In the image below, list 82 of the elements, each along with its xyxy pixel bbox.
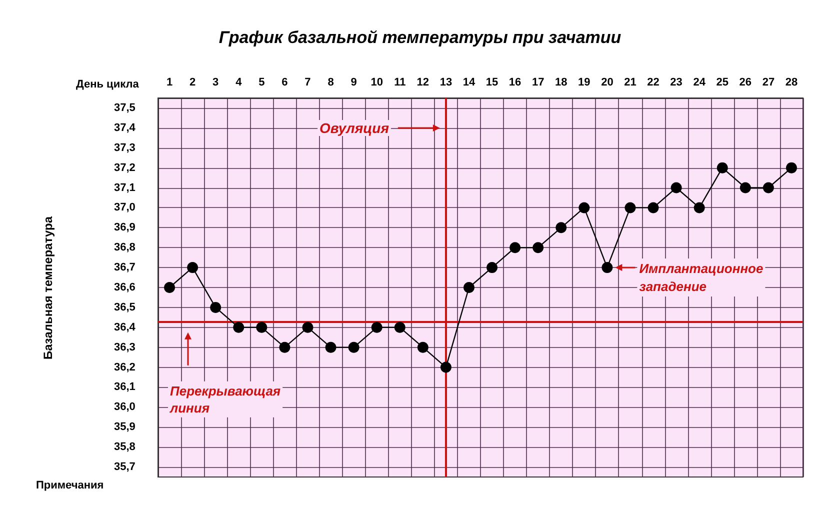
y-tick-label: 37,2 [114, 162, 136, 174]
point [602, 262, 613, 274]
point [394, 322, 406, 333]
x-tick-label: 13 [440, 76, 452, 88]
y-tick-label: 36,3 [114, 341, 136, 354]
y-tick-label: 36,8 [114, 242, 136, 254]
y-tick-label: 35,8 [114, 441, 136, 454]
y-tick-label: 36,4 [114, 321, 136, 334]
point [440, 362, 452, 373]
x-tick-label: 20 [601, 76, 614, 88]
x-tick-label: 10 [370, 76, 383, 88]
point [532, 242, 544, 254]
x-tick-label: 5 [258, 76, 265, 88]
x-tick-label: 16 [508, 76, 522, 88]
point [463, 282, 474, 293]
point [578, 202, 590, 214]
y-axis-title: Базальная температура [41, 216, 55, 360]
point [164, 282, 176, 293]
ref-line-label: Овуляция [320, 120, 389, 136]
y-tick-label: 36,5 [114, 301, 136, 314]
text: Примечания [36, 480, 104, 492]
x-tick-label: 15 [486, 76, 498, 88]
point [786, 162, 797, 174]
point [648, 202, 659, 214]
point [302, 322, 314, 333]
y-tick-label: 36,1 [114, 381, 136, 394]
y-tick-label: 37,1 [114, 182, 136, 194]
x-tick-label: 23 [670, 76, 682, 88]
point [740, 182, 751, 194]
x-tick-label: 7 [304, 76, 311, 88]
point [556, 222, 567, 234]
point [371, 322, 382, 333]
y-tick-label: 37,5 [114, 102, 136, 114]
y-tick-label: 36,2 [114, 361, 136, 374]
ref-line-label: Перекрывающая линия [169, 383, 281, 416]
x-tick-label: 21 [624, 76, 636, 88]
y-tick-label: 37,0 [114, 202, 136, 214]
x-tick-label: 22 [647, 76, 660, 88]
x-tick-label: 4 [236, 76, 243, 88]
y-tick-label: 37,4 [114, 122, 136, 134]
x-tick-label: 24 [693, 76, 706, 88]
y-tick-label: 36,9 [114, 222, 136, 234]
x-tick-label: 18 [555, 76, 568, 88]
y-tick-label: 36,0 [114, 401, 136, 414]
x-tick-label: 12 [416, 76, 430, 88]
x-tick-label: 25 [716, 76, 728, 88]
y-tick-label: 37,3 [114, 142, 136, 154]
annotation: Имплантационное западение [639, 261, 764, 294]
x-tick-label: 11 [394, 76, 406, 88]
x-tick-label: 9 [350, 76, 357, 88]
point [210, 302, 222, 313]
x-tick-label: 3 [212, 76, 219, 88]
x-tick-label: 14 [462, 76, 476, 88]
x-tick-label: 8 [328, 76, 334, 88]
x-tick-label: 17 [532, 76, 544, 88]
y-tick-label: 36,6 [114, 282, 136, 294]
point [187, 262, 198, 274]
point [256, 322, 268, 333]
point [510, 242, 521, 254]
point [670, 182, 682, 194]
point [279, 342, 290, 353]
point [233, 322, 244, 333]
x-tick-label: 28 [785, 76, 798, 88]
chart-title: График базальной температуры при зачатии [218, 28, 622, 47]
y-tick-label: 36,7 [114, 262, 136, 274]
x-tick-label: 1 [166, 76, 173, 88]
x-tick-label: 26 [739, 76, 752, 88]
point [325, 342, 336, 353]
point [417, 342, 428, 353]
y-tick-label: 35,9 [114, 421, 136, 434]
x-tick-label: 27 [762, 76, 775, 88]
x-tick-label: 19 [578, 76, 590, 88]
point [348, 342, 360, 353]
x-axis-title: День цикла [76, 78, 140, 90]
x-tick-label: 6 [282, 76, 288, 88]
point [762, 182, 774, 194]
x-tick-label: 2 [189, 76, 196, 88]
point [694, 202, 705, 214]
y-tick-label: 35,7 [114, 461, 136, 474]
point [486, 262, 498, 274]
point [716, 162, 728, 174]
point [624, 202, 636, 214]
